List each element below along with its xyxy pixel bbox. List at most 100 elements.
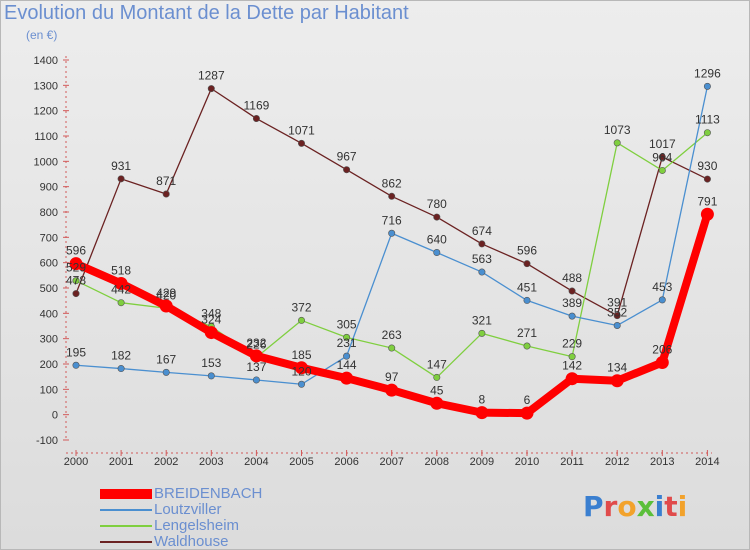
data-label-lengelsheim: 420 [156,288,176,302]
data-label-waldhouse: 930 [697,159,717,173]
data-label-lengelsheim: 321 [472,313,492,327]
data-label-waldhouse: 478 [66,274,86,288]
x-tick-label: 2010 [515,456,539,468]
data-point-loutzviller [658,296,666,304]
data-label-loutzviller: 231 [337,336,357,350]
data-label-loutzviller: 716 [382,213,402,227]
series-layer [69,82,714,420]
data-point-waldhouse [568,287,576,295]
y-tick-label: 1200 [34,106,58,118]
legend-item-waldhouse: Waldhouse [100,533,300,550]
x-tick-label: 2001 [109,456,133,468]
proxiti-logo: Proxiti [583,490,688,523]
y-tick-label: 800 [40,207,58,219]
data-label-loutzviller: 137 [246,360,266,374]
data-point-breidenbach [204,326,218,340]
data-label-waldhouse: 488 [562,271,582,285]
data-point-loutzviller [162,368,170,376]
data-label-waldhouse: 1071 [288,123,315,137]
data-point-waldhouse [478,240,486,248]
y-tick-label: 1100 [34,131,58,143]
data-label-breidenbach: 518 [111,263,131,277]
x-tick-label: 2006 [334,456,358,468]
data-point-waldhouse [117,175,125,183]
data-point-breidenbach [295,361,308,375]
data-label-loutzviller: 167 [156,352,176,366]
y-tick-label: 1400 [34,55,58,67]
data-label-lengelsheim: 442 [111,283,131,297]
data-label-waldhouse: 596 [517,244,537,258]
data-labels-layer: 478 931 871 1287 1169 1071 967 862 780 674 596 488 3… [66,66,721,407]
y-tick-label: -100 [36,435,58,447]
data-label-lengelsheim: 147 [427,357,447,371]
data-label-lengelsheim: 1113 [695,113,720,127]
data-label-waldhouse: 862 [382,176,402,190]
data-label-lengelsheim: 964 [652,150,672,164]
data-point-breidenbach [475,406,489,420]
y-tick-label: 300 [40,334,58,346]
x-tick-label: 2014 [695,456,719,468]
data-point-loutzviller [568,312,576,320]
data-label-loutzviller: 1296 [694,66,721,80]
data-label-lengelsheim: 529 [66,261,86,275]
data-label-breidenbach: 206 [652,342,672,356]
data-label-loutzviller: 182 [111,349,131,363]
data-label-waldhouse: 931 [111,159,131,173]
y-tick-label: 100 [40,384,58,396]
data-point-loutzviller [207,372,215,380]
data-label-lengelsheim: 226 [246,337,266,351]
data-point-lengelsheim [523,342,531,350]
data-label-lengelsheim: 263 [382,328,402,342]
legend-item-loutzviller: Loutzviller [100,501,300,518]
data-point-loutzviller [433,249,441,257]
x-tick-label: 2005 [289,456,313,468]
data-label-lengelsheim: 1073 [604,123,631,137]
data-label-lengelsheim: 271 [517,326,537,340]
data-point-breidenbach [430,396,444,410]
data-point-loutzviller [252,376,260,384]
data-label-loutzviller: 640 [427,233,447,247]
data-label-waldhouse: 1287 [198,69,225,83]
data-label-breidenbach: 324 [201,313,221,327]
legend-label-lengelsheim: Lengelsheim [154,517,240,534]
legend-item-lengelsheim: Lengelsheim [100,517,300,534]
x-tick-label: 2003 [199,456,223,468]
legend-label-loutzviller: Loutzviller [154,501,222,518]
x-tick-label: 2011 [560,456,584,468]
x-tick-label: 2007 [379,456,403,468]
data-label-lengelsheim: 305 [337,317,357,331]
data-label-breidenbach: 232 [246,336,266,350]
data-point-waldhouse [388,192,396,200]
x-tick-label: 2012 [605,456,629,468]
data-label-loutzviller: 120 [291,364,311,378]
legend-swatch-breidenbach [100,489,152,499]
data-point-breidenbach [700,207,714,221]
data-point-waldhouse [613,312,621,320]
data-point-waldhouse [523,260,531,268]
data-point-waldhouse [162,190,170,198]
data-point-breidenbach [114,276,128,290]
data-label-breidenbach: 6 [524,393,531,407]
data-point-loutzviller [388,229,396,237]
data-label-waldhouse: 1169 [243,99,269,113]
data-point-waldhouse [252,115,260,123]
data-point-breidenbach [249,349,263,363]
data-point-breidenbach [655,355,669,369]
data-label-lengelsheim: 229 [562,337,582,351]
data-point-lengelsheim [117,299,125,307]
data-label-breidenbach: 429 [156,286,176,300]
data-label-breidenbach: 185 [291,348,311,362]
x-tick-label: 2002 [154,456,178,468]
data-point-breidenbach [159,299,173,313]
data-point-lengelsheim [658,166,666,174]
data-point-loutzviller [72,361,80,369]
data-point-loutzviller [297,380,305,388]
data-point-breidenbach [340,371,354,385]
x-tick-label: 2013 [650,456,674,468]
y-tick-label: 500 [40,283,58,295]
y-tick-label: 200 [40,359,58,371]
data-point-waldhouse [703,175,711,183]
data-label-loutzviller: 451 [517,280,537,294]
